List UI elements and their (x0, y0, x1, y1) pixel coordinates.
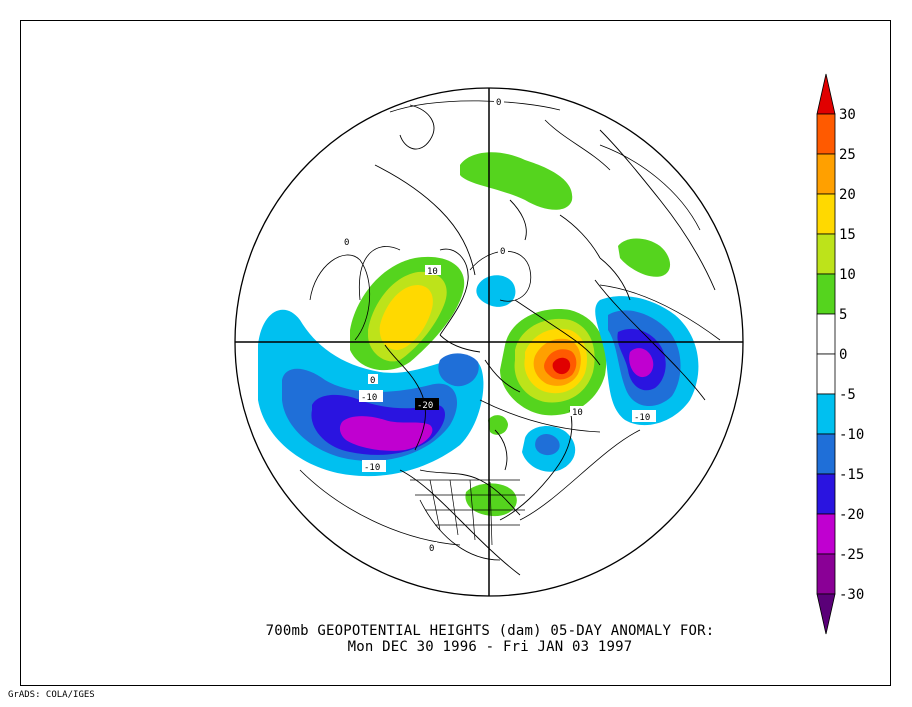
colorbar-label: 5 (839, 307, 847, 323)
colorbar-box (816, 513, 836, 555)
coastlines (374, 104, 716, 576)
negative-anomaly-hudson-15 (535, 434, 560, 456)
colorbar-labels: 30 25 20 15 10 5 0 -5 -10 -15 -20 -25 -30 (839, 107, 864, 603)
svg-text:10: 10 (427, 267, 438, 277)
colorbar-box (816, 433, 836, 475)
colorbar-top-arrow (816, 73, 836, 115)
contour-label: 0 (368, 374, 378, 386)
colorbar-box (816, 393, 836, 435)
svg-text:10: 10 (572, 408, 583, 418)
credit-text: GrADS: COLA/IGES (8, 690, 95, 700)
colorbar-boxes (816, 73, 836, 635)
positive-anomaly-us (465, 483, 517, 517)
title-line-2: Mon DEC 30 1996 - Fri JAN 03 1997 (347, 639, 633, 655)
colorbar-label: -20 (839, 507, 864, 523)
colorbar-box (816, 353, 836, 395)
contour-label: 0 (494, 96, 504, 108)
contour-label: 10 (425, 265, 441, 277)
negative-anomaly-pacific-25 (629, 348, 654, 378)
colorbar-label: 30 (839, 107, 856, 123)
colorbar-box (816, 473, 836, 515)
colorbar-box (816, 313, 836, 355)
svg-text:0: 0 (429, 544, 434, 554)
contour-label: -20 (415, 398, 439, 411)
colorbar-label: 20 (839, 187, 856, 203)
positive-anomaly-pacific-max (552, 357, 571, 375)
colorbar-box (816, 193, 836, 235)
colorbar-box (816, 233, 836, 275)
colorbar-label: 15 (839, 227, 856, 243)
colorbar-label: 10 (839, 267, 856, 283)
positive-anomaly-atlantic-20 (379, 285, 433, 350)
positive-anomaly-siberia (460, 152, 573, 210)
negative-anomaly-atlantic-25 (339, 416, 433, 451)
colorbar-box (816, 273, 836, 315)
positive-anomaly-greenland (488, 415, 508, 435)
contour-label: 0 (342, 236, 352, 248)
colorbar-label: -15 (839, 467, 864, 483)
plot-frame (20, 20, 891, 686)
state-borders (410, 479, 525, 546)
colorbar-box (816, 553, 836, 595)
contour-label: -10 (632, 410, 656, 423)
colorbar-label: 25 (839, 147, 856, 163)
colorbar-label: 0 (839, 347, 847, 363)
contour-label-group: 0 0 0 0 10 -10 -20 -10 10 -10 0 (342, 96, 656, 554)
svg-text:-10: -10 (361, 393, 377, 403)
colorbar-label: -5 (839, 387, 856, 403)
colorbar-bottom-arrow (816, 593, 836, 635)
colorbar-box (816, 153, 836, 195)
svg-text:0: 0 (370, 376, 375, 386)
svg-text:-10: -10 (364, 463, 380, 473)
svg-text:0: 0 (500, 247, 505, 257)
map-axes (235, 88, 743, 596)
contour-label: -10 (359, 390, 383, 403)
contour-label: 0 (498, 245, 508, 257)
negative-anomaly-central (438, 353, 479, 387)
contour-lines (299, 100, 721, 561)
svg-text:-10: -10 (634, 413, 650, 423)
svg-text:0: 0 (344, 238, 349, 248)
map-boundary (234, 87, 744, 597)
contour-label: -10 (362, 460, 386, 473)
positive-anomaly-far-east (618, 238, 671, 277)
contour-label: 0 (427, 542, 437, 554)
svg-text:-20: -20 (417, 401, 433, 411)
colorbar-box (816, 113, 836, 155)
contour-label: 10 (570, 406, 586, 418)
title-line-1: 700mb GEOPOTENTIAL HEIGHTS (dam) 05-DAY … (265, 623, 715, 639)
colorbar-label: -10 (839, 427, 864, 443)
negative-anomaly-arctic (476, 275, 516, 307)
colorbar-label: -25 (839, 547, 864, 563)
colorbar-label: -30 (839, 587, 864, 603)
svg-text:0: 0 (496, 98, 501, 108)
